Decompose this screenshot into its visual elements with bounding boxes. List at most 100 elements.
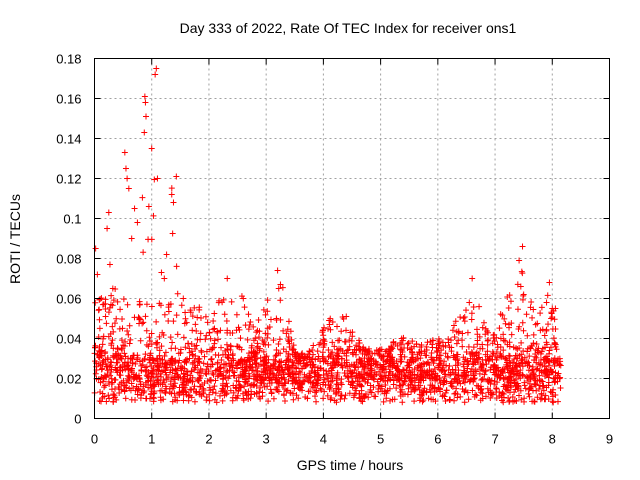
data-point: [223, 380, 230, 387]
data-point: [130, 373, 137, 380]
data-point: [274, 386, 281, 393]
data-point: [548, 310, 555, 317]
data-point: [189, 327, 196, 334]
data-point: [347, 370, 354, 377]
data-point: [135, 385, 142, 392]
data-point: [250, 382, 257, 389]
data-point: [470, 344, 477, 351]
data-point: [277, 297, 284, 304]
data-point: [181, 320, 188, 327]
data-point: [443, 387, 450, 394]
data-point: [105, 333, 112, 340]
data-point: [117, 367, 124, 374]
data-point: [92, 245, 99, 252]
data-point: [375, 350, 382, 357]
data-point: [537, 350, 544, 357]
data-point: [397, 382, 404, 389]
data-point: [511, 356, 518, 363]
data-point: [162, 390, 169, 397]
data-point: [442, 342, 449, 349]
data-point: [361, 355, 368, 362]
data-point: [102, 313, 109, 320]
data-point: [203, 332, 210, 339]
x-axis-label: GPS time / hours: [297, 457, 404, 473]
data-point: [484, 337, 491, 344]
data-point: [479, 376, 486, 383]
data-point: [514, 355, 521, 362]
data-point: [468, 310, 475, 317]
data-point: [403, 367, 410, 374]
data-point: [108, 359, 115, 366]
data-point: [343, 313, 350, 320]
data-point: [179, 364, 186, 371]
data-point: [503, 361, 510, 368]
axis-ticks: [94, 58, 610, 419]
data-point: [206, 377, 213, 384]
data-point: [289, 390, 296, 397]
data-point: [238, 356, 245, 363]
data-point: [376, 382, 383, 389]
data-point: [487, 394, 494, 401]
data-point: [539, 378, 546, 385]
data-point: [332, 390, 339, 397]
data-point: [516, 369, 523, 376]
data-point: [394, 342, 401, 349]
data-point: [348, 361, 355, 368]
data-point: [148, 330, 155, 337]
data-point: [484, 328, 491, 335]
data-point: [487, 366, 494, 373]
data-point: [413, 355, 420, 362]
data-point: [162, 360, 169, 367]
data-point: [469, 360, 476, 367]
data-point: [219, 299, 226, 306]
data-point: [185, 340, 192, 347]
data-point: [384, 357, 391, 364]
data-point: [143, 113, 149, 120]
data-point: [551, 362, 558, 369]
data-point: [285, 318, 292, 325]
data-point: [117, 306, 124, 313]
data-point: [445, 339, 452, 346]
data-point: [96, 296, 103, 303]
data-point: [493, 368, 500, 375]
data-point: [255, 316, 262, 323]
data-point: [221, 311, 228, 318]
data-point: [472, 359, 479, 366]
data-point: [197, 374, 204, 381]
data-point: [300, 357, 307, 364]
data-point: [373, 371, 380, 378]
data-point: [256, 373, 263, 380]
data-point: [187, 309, 194, 316]
data-point: [243, 389, 250, 396]
data-point: [285, 378, 292, 385]
data-point: [170, 382, 177, 389]
data-point: [155, 362, 162, 369]
data-point: [505, 352, 512, 359]
data-point: [130, 352, 137, 359]
data-point: [368, 356, 375, 363]
data-point: [478, 387, 485, 394]
data-point: [321, 376, 328, 383]
data-point: [517, 367, 524, 374]
data-point: [191, 304, 198, 311]
data-point: [196, 306, 203, 313]
data-point: [264, 308, 271, 315]
data-point: [484, 348, 491, 355]
data-point: [260, 380, 267, 387]
data-point: [437, 380, 444, 387]
data-point: [344, 347, 351, 354]
data-point: [350, 394, 357, 401]
data-point: [451, 334, 458, 341]
data-point: [105, 392, 112, 399]
data-point: [333, 351, 340, 358]
data-point: [317, 385, 324, 392]
data-point: [537, 310, 544, 317]
x-tick-label: 1: [148, 432, 155, 447]
data-point: [359, 398, 366, 405]
data-point: [165, 317, 172, 324]
data-point: [233, 377, 240, 384]
data-point: [388, 355, 395, 362]
data-point: [191, 364, 198, 371]
data-point: [306, 348, 313, 355]
data-point: [224, 383, 231, 390]
